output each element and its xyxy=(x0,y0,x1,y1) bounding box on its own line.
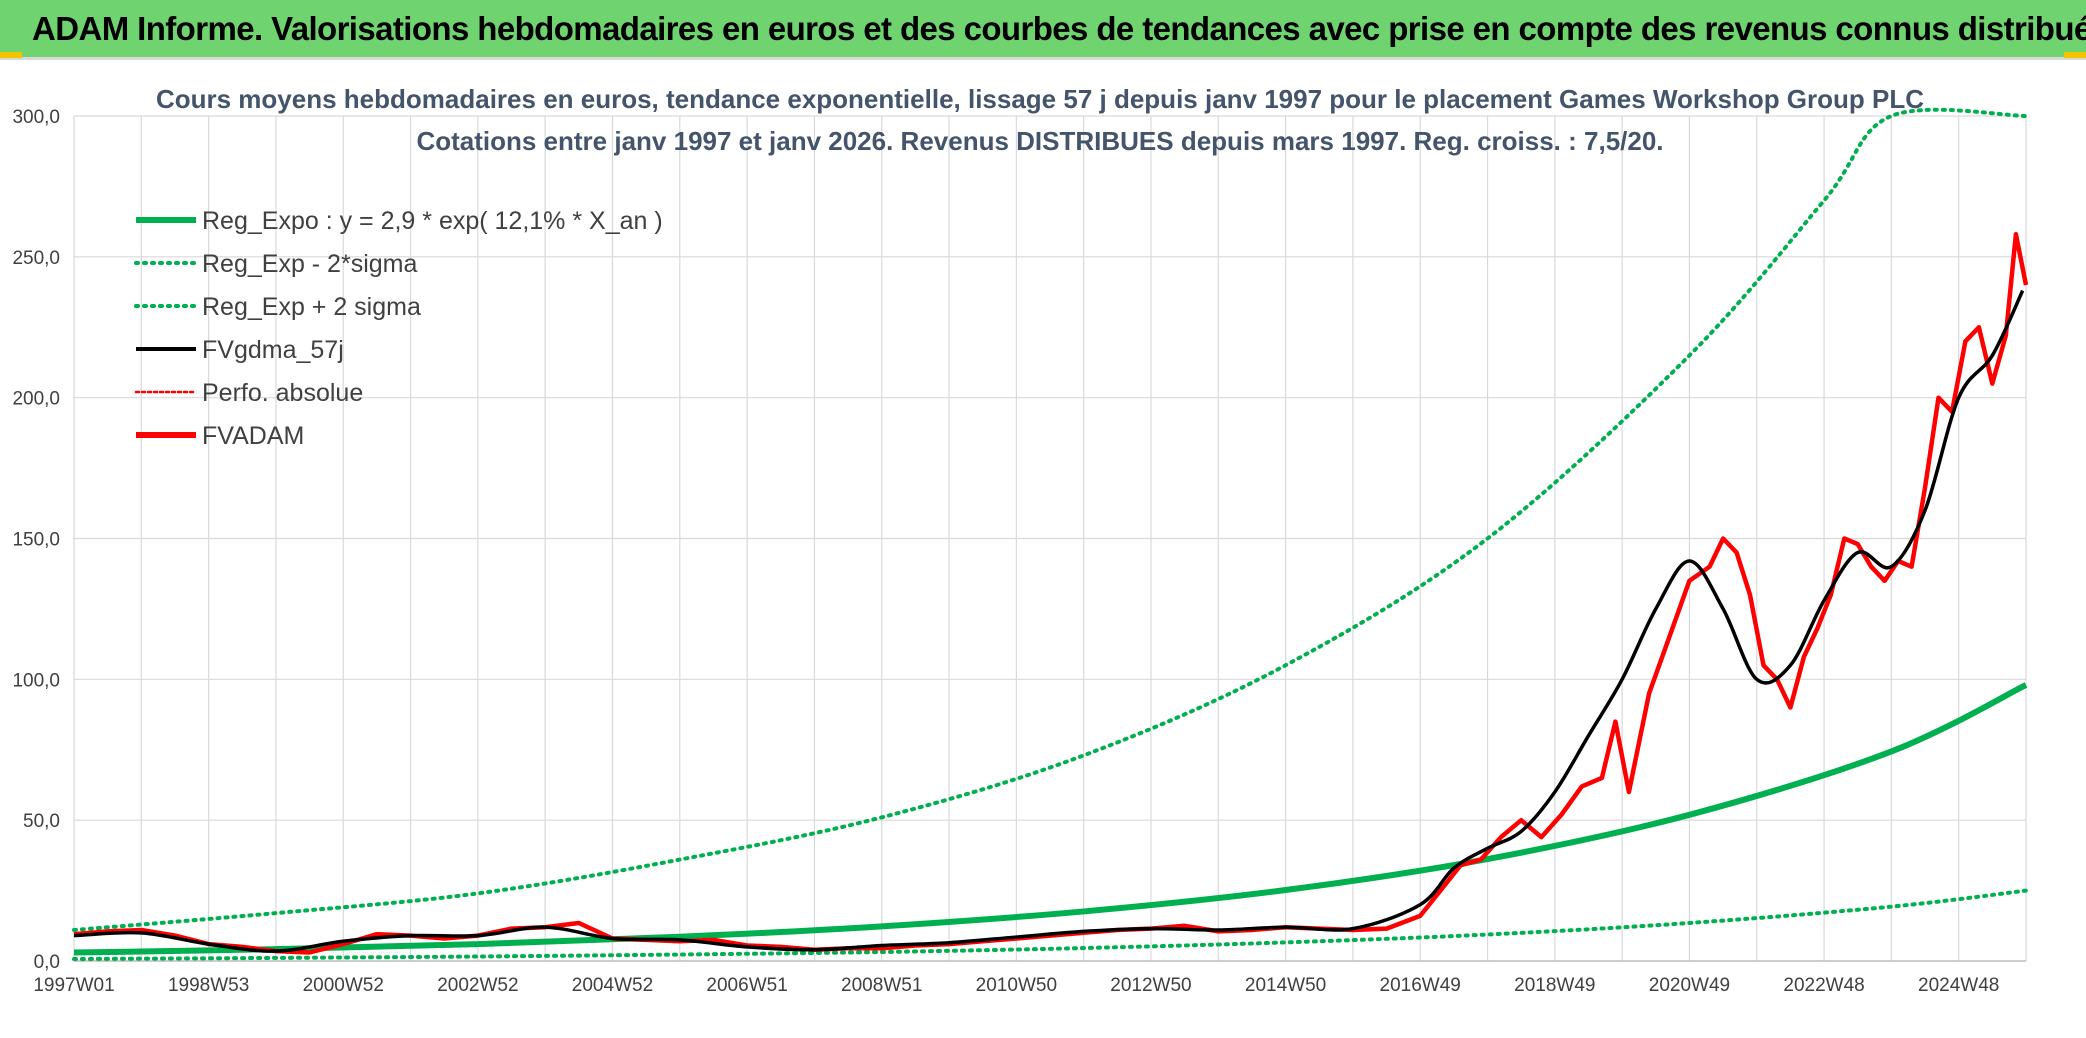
x-tick-label: 2024W48 xyxy=(1918,975,1999,996)
legend-label: FVgdma_57j xyxy=(202,336,344,364)
x-tick-label: 2008W51 xyxy=(841,975,922,996)
x-tick-label: 2014W50 xyxy=(1245,975,1326,996)
x-tick-label: 2010W50 xyxy=(976,975,1057,996)
x-tick-label: 2022W48 xyxy=(1783,975,1864,996)
report-banner: ADAM Informe. Valorisations hebdomadaire… xyxy=(0,0,2086,60)
chart-grid xyxy=(73,115,2027,962)
x-axis: 1997W01 1998W53 2000W52 2002W52 2004W52 2006W… xyxy=(33,975,1999,996)
series-fvadam xyxy=(73,232,2029,955)
line-chart: 0,0 50,0 100,0 150,0 200,0 250,0 300,0 1997W01… xyxy=(12,84,2029,996)
legend-label: Reg_Exp - 2*sigma xyxy=(202,250,417,278)
legend-label: FVADAM xyxy=(202,422,304,450)
series-trend-minus-2sigma xyxy=(72,888,2028,962)
series-gdma-57j xyxy=(73,289,2025,953)
chart-legend: Reg_Expo : y = 2,9 * exp( 12,1% * X_an )… xyxy=(134,207,663,450)
x-tick-label: 2002W52 xyxy=(437,975,518,996)
x-tick-label: 1997W01 xyxy=(33,975,114,996)
x-tick-label: 2006W51 xyxy=(706,975,787,996)
chart-series xyxy=(72,107,2029,962)
y-tick-label: 100,0 xyxy=(12,670,60,691)
y-tick-label: 150,0 xyxy=(12,530,60,551)
y-tick-label: 250,0 xyxy=(12,248,60,269)
x-tick-label: 2016W49 xyxy=(1380,975,1461,996)
x-tick-label: 2020W49 xyxy=(1649,975,1730,996)
chart-subtitle: Cotations entre janv 1997 et janv 2026. … xyxy=(416,126,1663,156)
series-trend xyxy=(73,682,2028,956)
x-tick-label: 1998W53 xyxy=(168,975,249,996)
x-tick-label: 2012W50 xyxy=(1110,975,1191,996)
y-tick-label: 200,0 xyxy=(12,389,60,410)
y-tick-label: 0,0 xyxy=(34,952,60,973)
bottom-bar xyxy=(0,1030,2086,1038)
x-tick-label: 2018W49 xyxy=(1514,975,1595,996)
x-tick-label: 2000W52 xyxy=(303,975,384,996)
y-tick-label: 300,0 xyxy=(12,107,60,128)
legend-label: Reg_Exp + 2 sigma xyxy=(202,293,421,321)
y-tick-label: 50,0 xyxy=(23,811,60,832)
series-trend-plus-2sigma xyxy=(72,107,2028,933)
chart-title: Cours moyens hebdomadaires en euros, ten… xyxy=(156,84,1924,114)
x-tick-label: 2004W52 xyxy=(572,975,653,996)
legend-label: Reg_Expo : y = 2,9 * exp( 12,1% * X_an ) xyxy=(202,207,663,235)
report-banner-title: ADAM Informe. Valorisations hebdomadaire… xyxy=(32,10,2086,47)
legend-label: Perfo. absolue xyxy=(202,379,363,407)
banner-corner-left xyxy=(0,52,22,58)
y-axis: 0,0 50,0 100,0 150,0 200,0 250,0 300,0 xyxy=(12,107,60,973)
banner-corner-right xyxy=(2064,52,2086,58)
